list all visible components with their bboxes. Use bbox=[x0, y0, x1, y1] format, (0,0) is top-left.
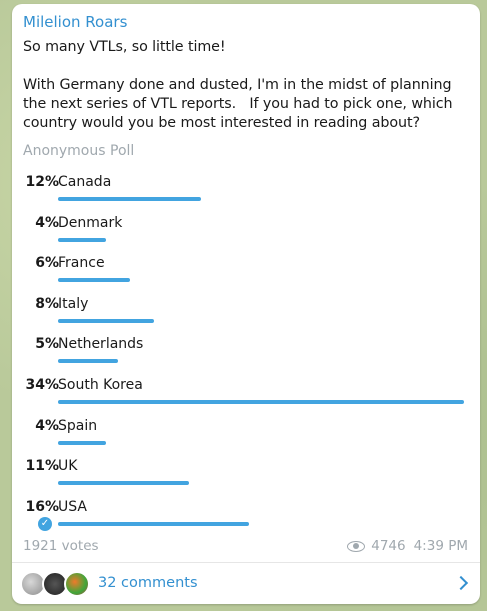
sender-name[interactable]: Milelion Roars bbox=[23, 13, 128, 31]
poll-option-bar bbox=[58, 318, 154, 323]
poll-option-percent: 6% bbox=[35, 255, 59, 272]
avatar bbox=[64, 571, 90, 597]
message-line-1: So many VTLs, so little time! bbox=[23, 39, 226, 55]
poll-option-percent: 11% bbox=[25, 458, 59, 475]
poll-option[interactable]: 4% Spain bbox=[12, 418, 480, 454]
poll-option[interactable]: 16% USA ✓ bbox=[12, 499, 480, 535]
poll-option[interactable]: 5% Netherlands bbox=[12, 336, 480, 372]
poll-option-percent: 5% bbox=[35, 336, 59, 353]
poll-option[interactable]: 8% Italy bbox=[12, 296, 480, 332]
poll-option[interactable]: 6% France bbox=[12, 255, 480, 291]
poll-option-label: Spain bbox=[58, 417, 98, 434]
poll-option-bar bbox=[58, 237, 106, 242]
poll-option-label: UK bbox=[58, 458, 78, 475]
message-time: 4:39 PM bbox=[413, 538, 468, 554]
poll-option-bar bbox=[58, 278, 130, 283]
poll-option-percent: 16% bbox=[25, 498, 59, 515]
message-meta: 4746 4:39 PM bbox=[347, 538, 468, 554]
poll-option-label: Canada bbox=[58, 174, 112, 190]
message-text: So many VTLs, so little time! With Germa… bbox=[23, 38, 473, 133]
divider bbox=[12, 562, 480, 563]
comments-label: 32 comments bbox=[98, 575, 198, 591]
poll-option[interactable]: 4% Denmark bbox=[12, 215, 480, 251]
poll-option-percent: 8% bbox=[35, 295, 59, 312]
poll-option[interactable]: 11% UK bbox=[12, 458, 480, 494]
check-circle-icon: ✓ bbox=[38, 516, 52, 531]
poll-option-label: Italy bbox=[58, 295, 89, 312]
poll-option-percent: 12% bbox=[25, 174, 59, 190]
poll-option-percent: 4% bbox=[35, 214, 59, 231]
chevron-right-icon bbox=[453, 575, 469, 591]
poll-option-percent: 4% bbox=[35, 417, 59, 434]
poll-option-bar bbox=[58, 400, 464, 404]
eye-icon bbox=[347, 540, 366, 552]
poll-option-bar bbox=[58, 359, 118, 364]
poll-option-label: USA bbox=[58, 498, 87, 515]
poll-option-bar bbox=[58, 440, 106, 445]
poll-option-bar bbox=[58, 197, 202, 201]
poll-option-percent: 34% bbox=[25, 377, 59, 393]
poll-option-label: Denmark bbox=[58, 214, 123, 231]
poll-option-bar bbox=[58, 521, 250, 526]
poll-option-label: Netherlands bbox=[58, 336, 144, 353]
comments-button[interactable]: 32 comments bbox=[12, 563, 480, 604]
poll-option-bar bbox=[58, 481, 190, 486]
vote-count[interactable]: 1921 votes bbox=[23, 538, 99, 554]
poll-type: Anonymous Poll bbox=[23, 143, 135, 159]
view-count: 4746 bbox=[371, 538, 406, 554]
message-bubble: Milelion Roars So many VTLs, so little t… bbox=[12, 4, 480, 604]
poll-option-label: South Korea bbox=[58, 377, 143, 393]
poll-option[interactable]: 34% South Korea bbox=[12, 377, 480, 413]
poll-option[interactable]: 12% Canada bbox=[12, 174, 480, 210]
poll-option-label: France bbox=[58, 255, 105, 272]
message-body: With Germany done and dusted, I'm in the… bbox=[23, 77, 457, 131]
